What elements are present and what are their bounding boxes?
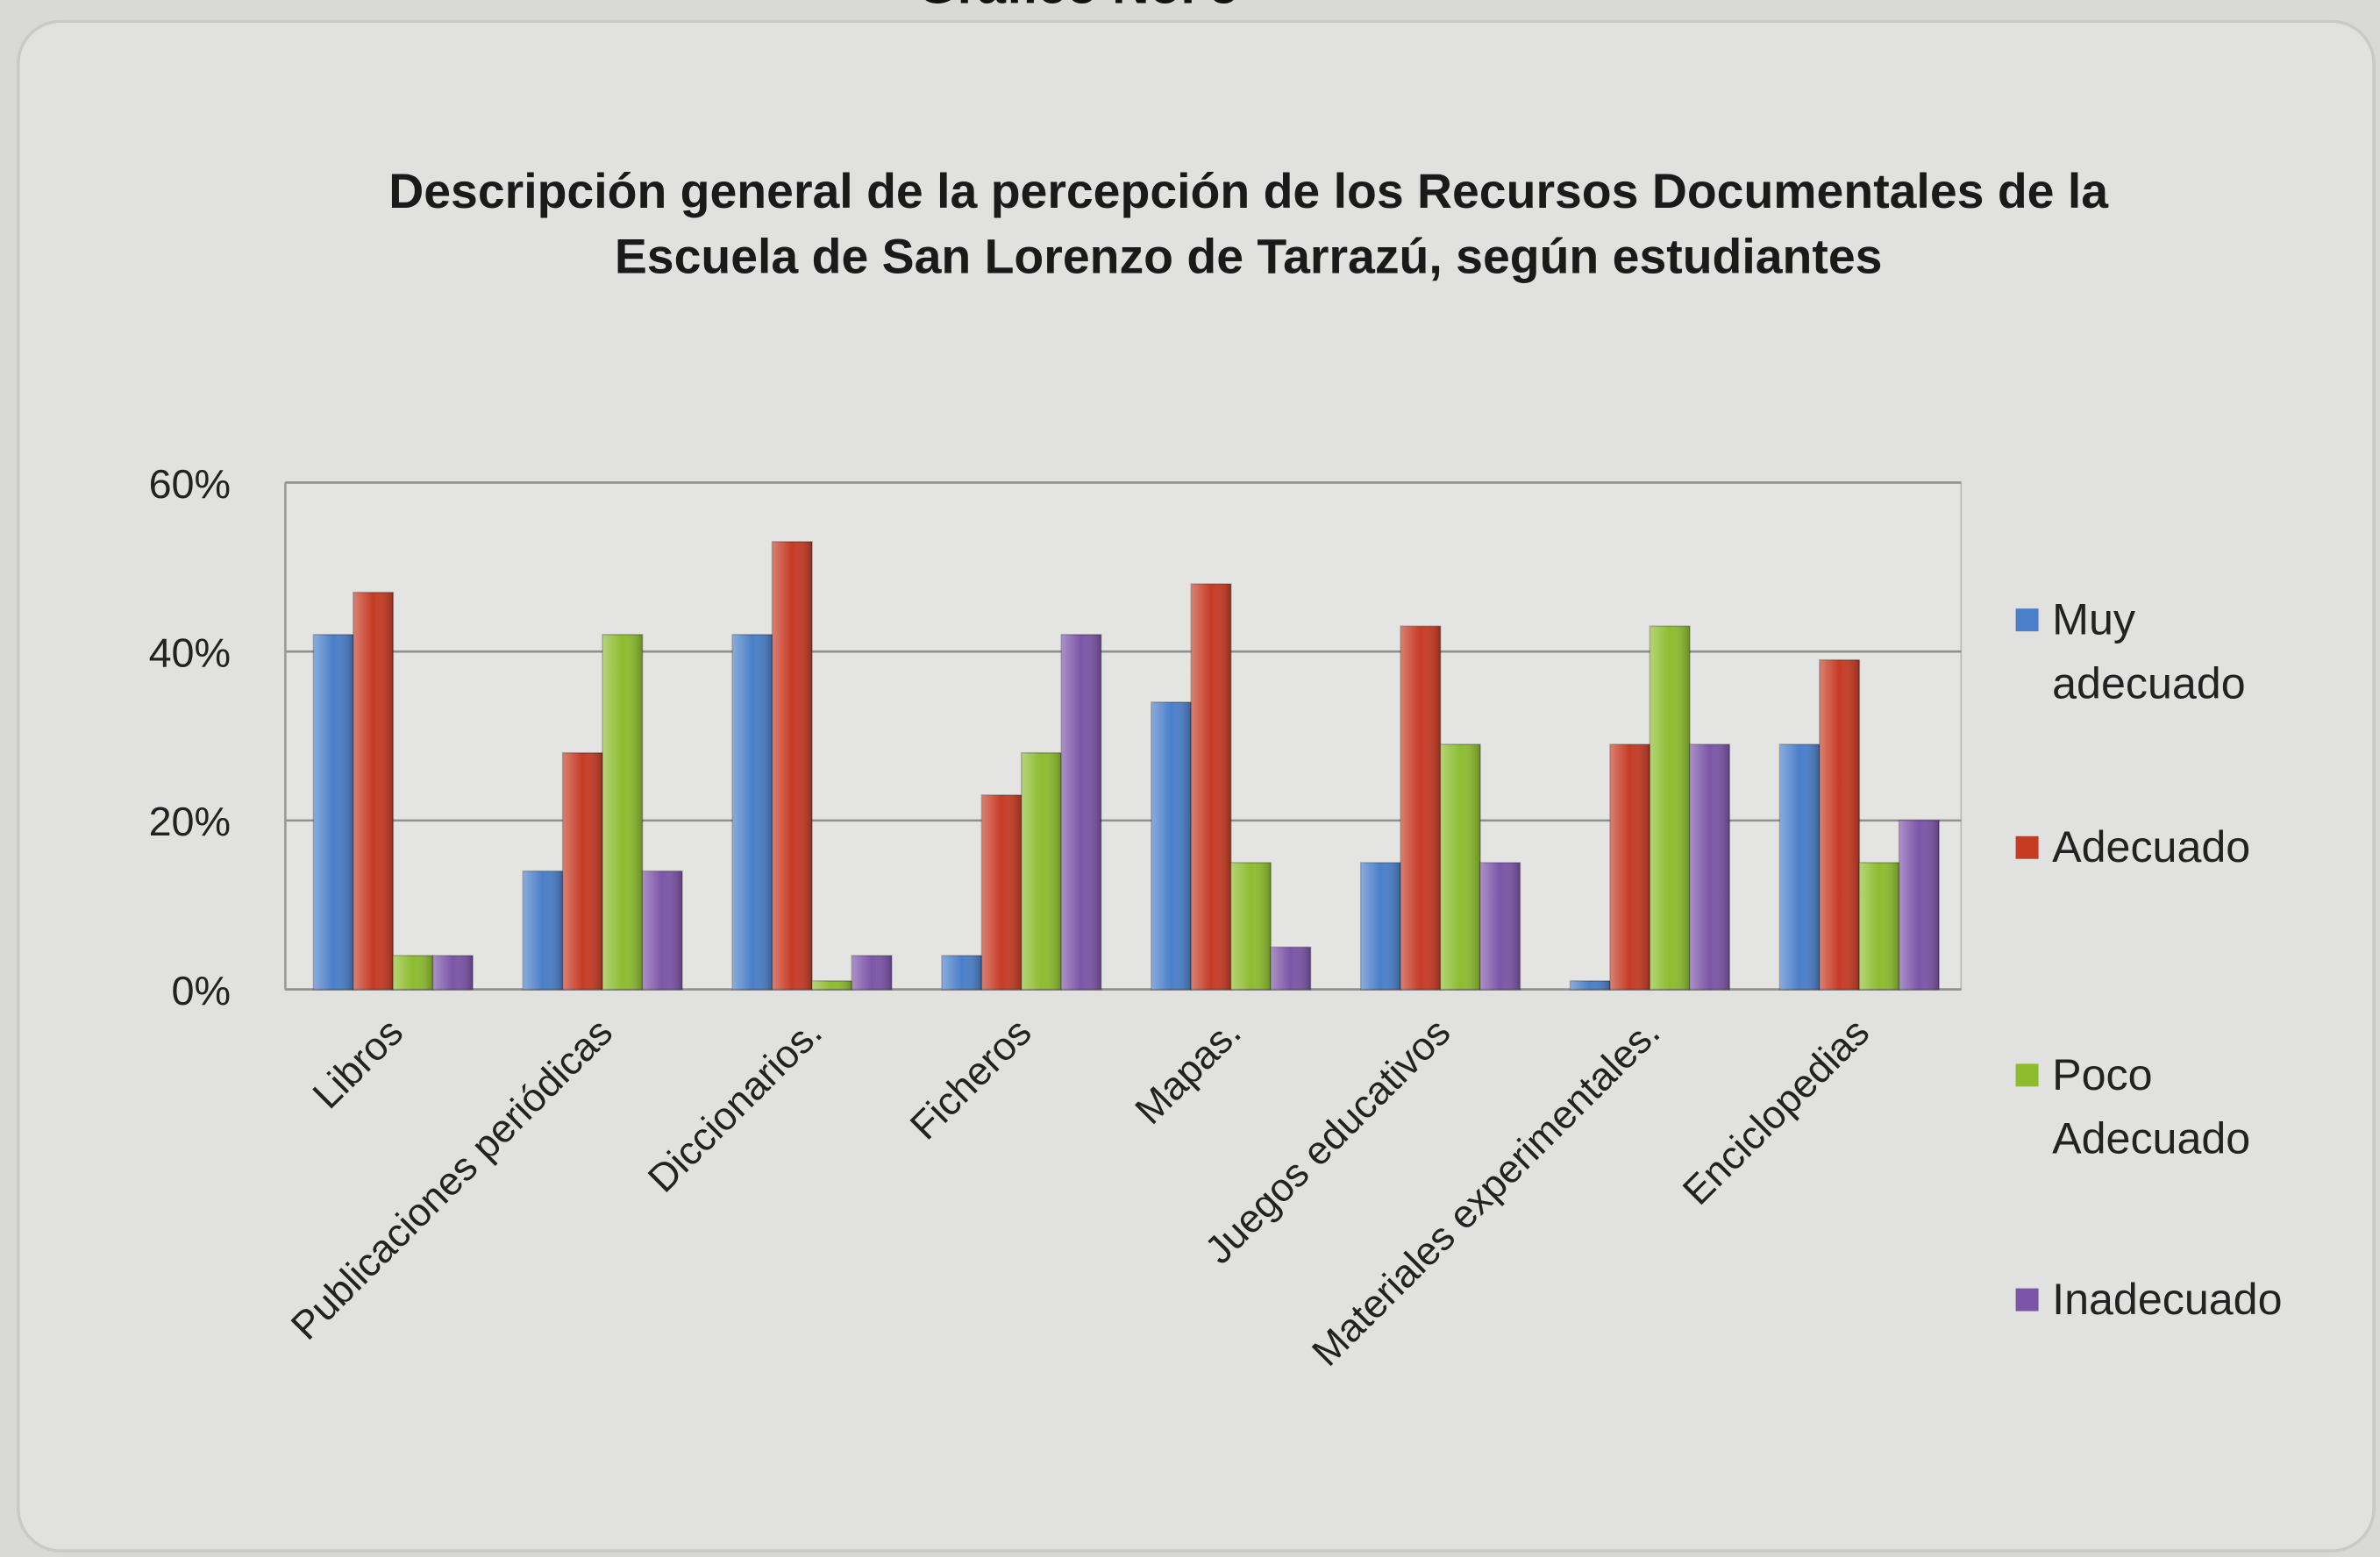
bar-shade: [562, 752, 603, 990]
bar-shade: [942, 956, 982, 990]
y-tick-label: 60%: [149, 461, 232, 507]
legend-swatch: [2015, 608, 2039, 632]
bar-shade: [1570, 980, 1611, 990]
y-tick-label: 0%: [172, 968, 232, 1013]
legend-swatch: [2015, 1063, 2039, 1087]
legend-item: Adecuado: [2011, 816, 2375, 880]
bar-shade: [1859, 863, 1899, 990]
legend-label: Adecuado: [2052, 823, 2251, 873]
bar-shade: [1230, 863, 1272, 990]
bar-shade: [812, 980, 852, 990]
bar-shade: [393, 956, 433, 990]
legend-swatch: [2015, 1288, 2039, 1312]
bar-shade: [1819, 659, 1860, 990]
bar-shade: [1271, 947, 1311, 990]
bar-shade: [981, 794, 1022, 990]
legend-swatch: [2015, 835, 2039, 859]
bar-shade: [313, 634, 353, 990]
bar-shade: [1689, 744, 1730, 990]
bar-shade: [602, 634, 643, 990]
y-tick-label: 40%: [149, 629, 232, 675]
y-tick-label: 20%: [149, 799, 232, 844]
bar-shade: [1899, 820, 1940, 990]
legend-item: Inadecuado: [2011, 1269, 2375, 1333]
bar-shade: [852, 956, 892, 990]
bar-shade: [1360, 863, 1401, 990]
legend: Muy adecuado Adecuado Poco Adecuado Inadecu…: [2011, 589, 2375, 1333]
bar-shade: [1440, 744, 1480, 990]
bar-shade: [1151, 701, 1192, 990]
legend-label: Inadecuado: [2052, 1276, 2283, 1326]
legend-label: Muy adecuado: [2052, 596, 2246, 709]
chart-heading: Gráfico No. 5: [917, 0, 1238, 15]
bar-shade: [1479, 863, 1521, 990]
bar-shade: [1610, 744, 1650, 990]
bar-shade: [732, 634, 773, 990]
legend-label: Poco Adecuado: [2052, 1051, 2251, 1164]
legend-item: Poco Adecuado: [2011, 1044, 2375, 1171]
bar-shade: [432, 956, 474, 990]
bar-shade: [1400, 626, 1441, 990]
bar-shade: [642, 871, 682, 990]
bar-shade: [1650, 626, 1690, 990]
bar-shade: [523, 871, 563, 990]
bar-shade: [1191, 584, 1231, 990]
bar-shade: [1779, 744, 1820, 990]
legend-item: Muy adecuado: [2011, 589, 2375, 716]
bar-shade: [1061, 634, 1101, 990]
chart-title-box: Descripción general de la percepción de …: [388, 163, 2109, 284]
chart-title: Descripción general de la percepción de …: [388, 163, 2109, 284]
bar-shade: [772, 541, 813, 990]
bar-shade: [1021, 752, 1062, 990]
bar-shade: [353, 592, 394, 990]
